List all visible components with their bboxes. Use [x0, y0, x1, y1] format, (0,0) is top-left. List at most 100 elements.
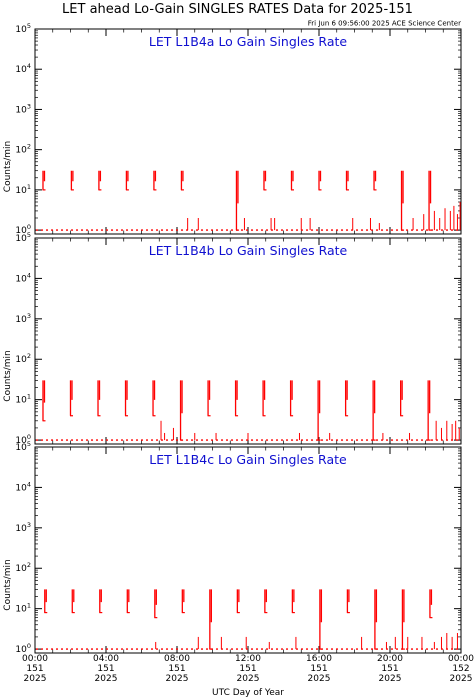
series-spike: [179, 380, 183, 441]
series-spike: [207, 380, 211, 416]
y-axis-label: Counts/min: [3, 559, 13, 610]
x-tick-label: 16:00 151 2025: [306, 654, 332, 684]
y-tick-label: 101: [15, 393, 31, 406]
x-tick-label-line: 2025: [166, 674, 189, 684]
series-spike: [400, 170, 404, 231]
y-tick-base: 10: [15, 524, 27, 534]
y-tick-exponent: 3: [27, 312, 31, 320]
x-tick-label-line: 151: [239, 664, 256, 674]
x-tick-label: 04:00 151 2025: [93, 654, 119, 684]
y-tick-base: 10: [15, 105, 27, 115]
series-spike: [429, 589, 433, 618]
series-spike: [374, 589, 378, 650]
series-spike: [318, 170, 322, 190]
y-tick-label: 100: [15, 223, 31, 236]
series-spike: [71, 589, 75, 613]
series-spike: [154, 589, 157, 618]
panel-title: LET L1B4b Lo Gain Singles Rate: [149, 243, 348, 258]
series-spike: [99, 589, 102, 613]
series-spike: [98, 170, 102, 190]
y-tick-exponent: 5: [27, 22, 31, 30]
series-spike: [235, 170, 239, 231]
y-tick-exponent: 2: [27, 352, 31, 360]
x-tick-label: 08:00 151 2025: [164, 654, 190, 684]
x-tick-label-line: 2025: [24, 674, 47, 684]
x-tick-label: 00:00 151 2025: [22, 654, 48, 684]
x-tick-label-line: 2025: [95, 674, 118, 684]
series-spike: [152, 380, 156, 416]
series-spike: [401, 589, 405, 650]
series-spike: [181, 589, 185, 613]
series-spike: [126, 589, 130, 613]
y-tick-base: 10: [15, 355, 27, 365]
y-tick-base: 10: [15, 436, 27, 446]
y-tick-label: 104: [15, 62, 31, 75]
series-spike: [372, 380, 376, 441]
series-spike: [125, 170, 129, 190]
x-tick-label: 00:00 152 2025: [448, 654, 474, 684]
y-tick-exponent: 1: [27, 393, 31, 401]
x-tick-label: 20:00 151 2025: [377, 654, 403, 684]
y-tick-exponent: 1: [27, 183, 31, 191]
x-tick-label-line: 00:00: [22, 654, 48, 664]
series-spike: [209, 589, 212, 650]
plot-frame: [34, 446, 462, 654]
x-tick-label-line: 16:00: [306, 654, 332, 664]
y-tick-label: 103: [15, 521, 31, 534]
x-tick-label-line: 2025: [237, 674, 260, 684]
y-tick-label: 103: [15, 102, 31, 115]
y-tick-exponent: 0: [27, 433, 31, 441]
y-tick-exponent: 0: [27, 642, 31, 650]
plot-frame: [34, 237, 462, 445]
y-tick-exponent: 3: [27, 521, 31, 529]
plot-frame: [34, 28, 462, 235]
series-spike: [264, 589, 268, 613]
y-tick-base: 10: [15, 226, 27, 236]
y-tick-base: 10: [15, 65, 27, 75]
x-tick-label-line: 151: [26, 664, 43, 674]
y-tick-exponent: 3: [27, 102, 31, 110]
panel-title: LET L1B4c Lo Gain Singles Rate: [149, 452, 347, 467]
y-tick-base: 10: [15, 25, 27, 35]
series-spike: [428, 170, 432, 231]
y-tick-base: 10: [15, 234, 27, 244]
series-spike: [400, 380, 403, 416]
series-spike: [290, 170, 294, 190]
x-tick-label-line: 151: [310, 664, 327, 674]
series-spike: [345, 170, 349, 190]
x-tick-label-line: 2025: [379, 674, 402, 684]
x-tick-label-line: 2025: [308, 674, 331, 684]
x-tick-label-line: 151: [97, 664, 114, 674]
y-tick-label: 102: [15, 561, 31, 574]
y-tick-exponent: 5: [27, 231, 31, 239]
series-spike: [344, 380, 348, 416]
y-tick-base: 10: [15, 564, 27, 574]
x-tick-label-line: 2025: [450, 674, 473, 684]
series-spike: [263, 170, 267, 190]
y-tick-label: 101: [15, 602, 31, 615]
series-spike: [291, 589, 295, 613]
y-tick-label: 102: [15, 352, 31, 365]
y-tick-label: 105: [15, 231, 31, 244]
y-tick-base: 10: [15, 443, 27, 453]
y-tick-label: 102: [15, 143, 31, 156]
figure-title: LET ahead Lo-Gain SINGLES RATES Data for…: [62, 2, 413, 17]
series-spike: [234, 380, 238, 416]
y-tick-base: 10: [15, 645, 27, 655]
y-axis-label: Counts/min: [3, 350, 13, 401]
y-tick-exponent: 2: [27, 143, 31, 151]
y-tick-exponent: 5: [27, 440, 31, 448]
y-tick-base: 10: [15, 315, 27, 325]
x-axis-label: UTC Day of Year: [212, 688, 284, 698]
x-tick-label: 12:00 151 2025: [235, 654, 261, 684]
x-tick-label-line: 08:00: [164, 654, 190, 664]
timestamp-label: Fri Jun 6 09:56:00 2025 ACE Science Cent…: [308, 20, 461, 28]
x-tick-label-line: 20:00: [377, 654, 403, 664]
series-spike: [42, 380, 46, 421]
y-tick-exponent: 0: [27, 223, 31, 231]
